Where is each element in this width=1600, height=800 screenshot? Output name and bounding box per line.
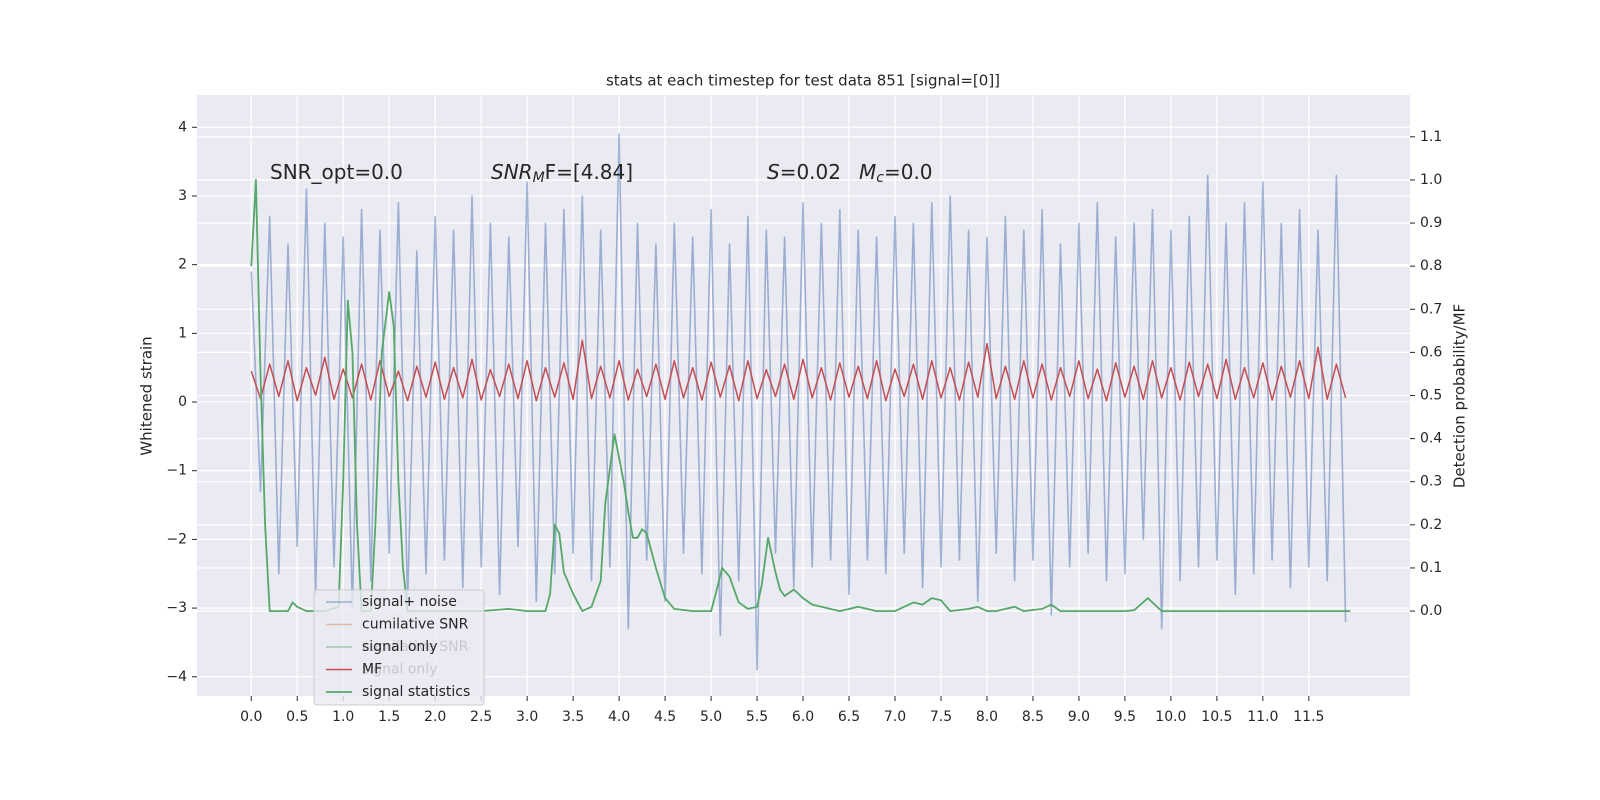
x-tick-label: 3.5: [562, 709, 584, 725]
y2-tick-label: 0.0: [1420, 603, 1442, 619]
annotation-rest: F=[4.84]: [545, 160, 633, 184]
annotation-base: S: [767, 160, 780, 184]
y2-tick-label: 0.8: [1420, 258, 1442, 274]
y-tick-label: 1: [178, 325, 187, 341]
annotations: SNR_opt=0.0 SNRMF=[4.84] S=0.02 Mc=0.0: [270, 160, 933, 187]
y-tick-label: −2: [166, 531, 187, 547]
legend-label: signal+ noise: [362, 594, 457, 610]
x-tick-label: 11.0: [1247, 709, 1278, 725]
series-line: [250, 339, 1347, 402]
y-tick-label: −1: [166, 463, 187, 479]
legend-background-label: signal only: [362, 662, 437, 678]
x-tick-label: 0.5: [286, 709, 308, 725]
annotation-sub: M: [533, 170, 545, 186]
x-tick-label: 1.5: [378, 709, 400, 725]
y2-tick-label: 0.9: [1420, 215, 1442, 231]
x-tick-label: 1.0: [332, 709, 354, 725]
legend-label: signal statistics: [362, 684, 470, 700]
x-tick-label: 6.5: [838, 709, 860, 725]
x-tick-label: 10.0: [1155, 709, 1186, 725]
x-tick-label: 5.0: [700, 709, 722, 725]
y2-tick-label: 0.7: [1420, 301, 1442, 317]
annotation: SNRMF=[4.84]: [491, 160, 633, 187]
y2-tick-label: 0.3: [1420, 474, 1442, 490]
y2-tick-label: 0.2: [1420, 517, 1442, 533]
annotation-base: SNR: [491, 160, 533, 184]
x-tick-label: 9.5: [1114, 709, 1136, 725]
x-tick-label: 6.0: [792, 709, 814, 725]
legend-box: [313, 589, 485, 706]
x-tick-label: 4.0: [608, 709, 630, 725]
annotation-rest: =0.02: [780, 160, 841, 184]
legend-label: cumilative SNR: [362, 617, 469, 633]
legend-label: MF: [362, 662, 382, 678]
y-tick-label: 2: [178, 257, 187, 273]
y-tick-label: −3: [166, 600, 187, 616]
y-tick-label: 4: [178, 119, 187, 135]
x-tick-label: 2.0: [424, 709, 446, 725]
x-tick-label: 7.5: [930, 709, 952, 725]
y2-axis-label: Detection probability/MF: [1451, 304, 1469, 488]
annotation-base: M: [859, 160, 876, 184]
chart-title: stats at each timestep for test data 851…: [606, 72, 1000, 90]
annotation: Mc=0.0: [859, 160, 933, 187]
y2-tick-label: 0.5: [1420, 388, 1442, 404]
legend-background-label: cumilative SNR: [362, 639, 469, 655]
y-tick-label: 0: [178, 394, 187, 410]
y2-tick-label: 0.1: [1420, 560, 1442, 576]
x-tick-label: 2.5: [470, 709, 492, 725]
y-tick-label: −4: [166, 669, 187, 685]
y-axis-label: Whitened strain: [138, 336, 156, 455]
x-tick-label: 9.0: [1068, 709, 1090, 725]
y-tick-label: 3: [178, 188, 187, 204]
annotation-sub: c: [876, 170, 884, 186]
series-line: [250, 133, 1347, 671]
y2-tick-label: 1.1: [1420, 129, 1442, 145]
x-tick-label: 0.0: [240, 709, 262, 725]
annotation-rest: =0.0: [884, 160, 933, 184]
y2-tick-label: 0.4: [1420, 431, 1442, 447]
x-tick-label: 10.5: [1201, 709, 1232, 725]
x-tick-label: 7.0: [884, 709, 906, 725]
y2-tick-label: 1.0: [1420, 172, 1442, 188]
annotation-text: SNR_opt=0.0: [270, 160, 403, 184]
legend-label: signal only: [362, 639, 437, 655]
y2-tick-label: 0.6: [1420, 344, 1442, 360]
x-tick-label: 11.5: [1293, 709, 1324, 725]
annotation: SNR_opt=0.0: [270, 160, 403, 184]
x-tick-label: 3.0: [516, 709, 538, 725]
x-tick-label: 5.5: [746, 709, 768, 725]
axes: 0.0 0.5 1.0 1.5 2.0 2.5 3.0 3.5 4.0 4.5 5.0 5.5 6.0 6…: [166, 119, 1442, 725]
x-tick-label: 4.5: [654, 709, 676, 725]
annotation: S=0.02: [767, 160, 841, 184]
x-tick-label: 8.5: [1022, 709, 1044, 725]
x-tick-label: 8.0: [976, 709, 998, 725]
